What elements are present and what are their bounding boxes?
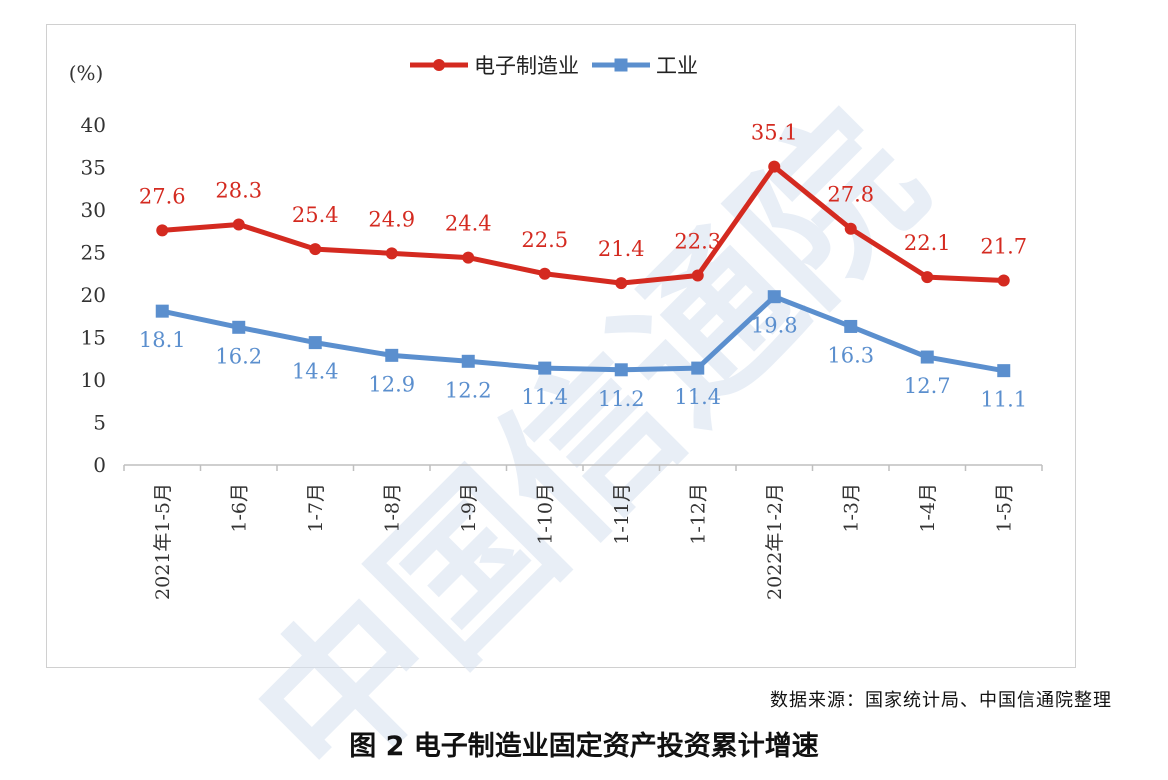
x-tick-label: 1-3月 [840, 483, 862, 533]
series-line [162, 164, 1004, 286]
data-label: 19.8 [751, 314, 798, 338]
y-tick-label: 10 [81, 368, 106, 392]
legend-label: 电子制造业 [474, 54, 579, 78]
data-point [921, 271, 934, 284]
legend-label: 工业 [656, 54, 698, 78]
data-point [232, 320, 246, 334]
y-tick-label: 0 [93, 453, 106, 477]
figure-caption: 图 2 电子制造业固定资产投资累计增速 [349, 731, 819, 762]
y-tick-label: 30 [81, 198, 106, 222]
data-point [232, 218, 245, 231]
y-tick-label: 15 [81, 326, 106, 350]
source-note: 数据来源：国家统计局、中国信通院整理 [770, 690, 1112, 711]
data-point [155, 304, 169, 318]
data-label: 28.3 [215, 178, 262, 202]
data-point [461, 354, 475, 368]
data-point [691, 269, 704, 282]
data-point [844, 319, 858, 333]
data-point [920, 350, 934, 364]
series-line [161, 294, 1005, 374]
legend-marker [433, 59, 445, 71]
x-tick-label: 1-4月 [917, 483, 939, 533]
data-label: 12.7 [904, 374, 951, 398]
data-label: 22.1 [904, 231, 951, 255]
data-label: 14.4 [292, 360, 339, 384]
x-tick-label: 1-11月 [611, 483, 633, 545]
data-label: 35.1 [751, 121, 798, 145]
data-label: 12.9 [368, 372, 415, 396]
y-axis-unit-label: (%) [69, 61, 104, 85]
data-point [538, 267, 551, 280]
data-label: 21.7 [980, 235, 1027, 259]
x-axis-ticks: 2021年1-5月 1-6月 1-7月 1-8月 1-9月 1-10月 1-11月 1-12月… [123, 465, 1043, 600]
data-point [538, 361, 552, 375]
y-tick-label: 20 [81, 283, 106, 307]
series-layer: 27.6 28.3 25.4 24.9 24.4 22.5 21.4 22.3 35.1 27.8… [139, 121, 1027, 412]
data-point [997, 274, 1010, 287]
x-tick-label: 1-5月 [993, 483, 1015, 533]
data-label: 18.1 [139, 328, 186, 352]
line-chart: 电子制造业 工业 (%) 0 5 10 15 20 25 30 35 40 2021年1-5月 1-… [69, 54, 1043, 600]
y-tick-label: 25 [81, 241, 106, 265]
y-tick-label: 35 [81, 156, 106, 180]
data-label: 24.9 [368, 207, 415, 231]
legend: 电子制造业 工业 [410, 54, 698, 78]
data-point [691, 361, 705, 375]
data-label: 11.2 [598, 387, 645, 411]
data-label: 22.5 [521, 228, 568, 252]
data-point [309, 243, 322, 256]
legend-marker [614, 58, 628, 72]
x-tick-label: 2021年1-5月 [152, 483, 174, 600]
data-label: 27.8 [827, 183, 874, 207]
data-point [385, 348, 399, 362]
data-point [768, 160, 781, 173]
data-label: 16.3 [827, 343, 874, 367]
data-point [156, 224, 169, 237]
data-point [462, 251, 475, 264]
data-label: 27.6 [139, 184, 186, 208]
y-tick-label: 5 [93, 411, 106, 435]
data-label: 22.3 [674, 229, 721, 253]
data-point [308, 336, 322, 350]
data-point [615, 277, 628, 290]
data-label: 25.4 [292, 203, 339, 227]
data-label: 11.1 [980, 388, 1027, 412]
chart-frame [46, 24, 1076, 668]
x-tick-label: 1-6月 [228, 483, 250, 533]
y-axis: 0 5 10 15 20 25 30 35 40 [81, 113, 106, 477]
data-point [997, 364, 1011, 378]
y-tick-label: 40 [81, 113, 106, 137]
data-point [767, 290, 781, 304]
data-label: 12.2 [445, 378, 492, 402]
data-point [385, 247, 398, 260]
data-label: 16.2 [215, 344, 262, 368]
data-label: 11.4 [674, 385, 721, 409]
data-label: 11.4 [521, 385, 568, 409]
x-tick-label: 1-9月 [458, 483, 480, 533]
data-point [614, 363, 628, 377]
x-tick-label: 1-12月 [687, 483, 709, 545]
data-label: 24.4 [445, 212, 492, 236]
data-point [844, 222, 857, 235]
data-label: 21.4 [598, 237, 645, 261]
x-tick-label: 1-10月 [534, 483, 556, 545]
x-tick-label: 1-8月 [381, 483, 403, 533]
x-tick-label: 1-7月 [305, 483, 327, 533]
x-tick-label: 2022年1-2月 [764, 483, 786, 600]
